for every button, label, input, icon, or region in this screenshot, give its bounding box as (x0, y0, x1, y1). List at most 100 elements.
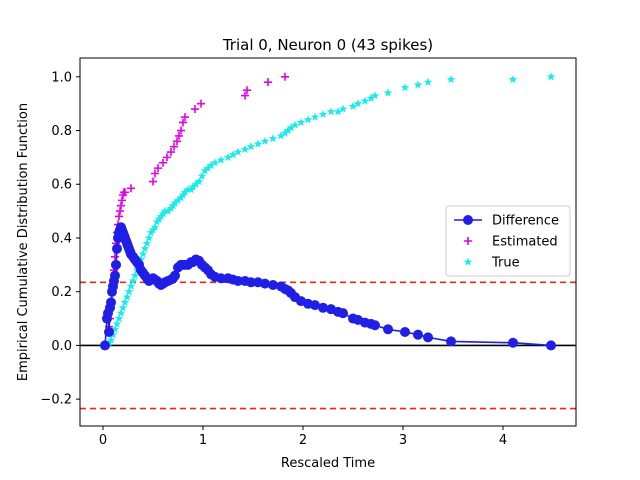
y-axis-title: Empirical Cumulative Distribution Functi… (16, 103, 31, 381)
series-true-point (200, 166, 210, 175)
legend-marker-difference (463, 215, 473, 225)
series-true-point (170, 198, 180, 207)
series-true-point (246, 142, 256, 151)
y-tick-label: 0.2 (51, 285, 72, 300)
series-difference-point (110, 270, 120, 281)
series-difference-point (413, 329, 423, 340)
series-estimated-point (173, 137, 181, 146)
series-true-point (180, 187, 190, 196)
y-tick-label: 0.6 (51, 178, 72, 193)
series-estimated-point (167, 148, 175, 157)
series-true-point (173, 195, 183, 205)
series-true-point (370, 91, 380, 100)
series-true-point (191, 179, 201, 188)
series-estimated-point (117, 201, 125, 210)
series-true-point (338, 104, 348, 113)
series-estimated-point (191, 105, 199, 114)
series-true-point (366, 93, 376, 102)
series-true-point (203, 163, 213, 172)
chart-title: Trial 0, Neuron 0 (43 spikes) (222, 36, 433, 54)
series-difference-point (383, 324, 393, 335)
series-difference-point (318, 302, 328, 313)
series-true-point (260, 136, 270, 145)
series-difference (100, 222, 556, 351)
legend-item-true: True (463, 256, 520, 271)
series-true-point (268, 134, 278, 143)
series-difference-point (233, 275, 243, 286)
series-estimated-point (118, 196, 126, 205)
series-difference-point (508, 337, 518, 348)
legend: Difference Estimated True (445, 205, 571, 277)
series-estimated-point (115, 212, 123, 221)
series-difference-point (338, 308, 348, 319)
y-tick-label: −0.2 (40, 393, 72, 408)
series-true-point (353, 99, 363, 108)
series-true-point (290, 120, 300, 129)
series-difference-point (310, 300, 320, 311)
series-true-point (508, 74, 518, 84)
y-tick-label: 0.4 (51, 231, 72, 246)
series-true-point (112, 319, 122, 328)
series-true-point (546, 72, 556, 81)
series-estimated-point (181, 113, 189, 122)
series-estimated-point (121, 188, 129, 197)
series-true-point (240, 144, 250, 153)
series-difference-point (260, 278, 270, 289)
series-true-point (116, 308, 126, 317)
series-difference-point (111, 259, 121, 270)
legend-label-true: True (491, 256, 520, 271)
series-estimated-point (159, 158, 167, 167)
series-true-point (197, 171, 207, 180)
series-difference-point (546, 340, 556, 351)
series-true-point (216, 155, 226, 164)
series-estimated-point (175, 131, 183, 140)
series-true-point (128, 276, 138, 285)
x-tick-label: 3 (399, 433, 407, 448)
series-true-point (348, 101, 358, 110)
series-true-point (310, 112, 320, 121)
axis-ticks: 0 1 2 3 4 −0.2 0.0 0.2 0.4 0.6 0.8 1.0 (40, 70, 507, 448)
series-true-point (126, 281, 136, 290)
series-true-point (280, 128, 290, 137)
legend-marker-true (463, 257, 473, 266)
series-difference-point (170, 270, 180, 281)
x-tick-label: 2 (299, 433, 307, 448)
series-estimated-point (177, 126, 185, 135)
series-true-point (106, 335, 116, 344)
x-axis-title: Rescaled Time (281, 456, 375, 471)
series-difference-point (400, 326, 410, 337)
series-true-point (163, 206, 173, 215)
series-true-point (296, 117, 306, 127)
x-tick-label: 0 (99, 433, 107, 448)
series-true-point (228, 150, 238, 159)
series-true-point (283, 126, 293, 135)
series-estimated-point (264, 78, 272, 87)
series-true-point (138, 249, 148, 258)
series-difference-point (100, 340, 110, 351)
series-true-point (140, 244, 150, 253)
series-true-point (110, 324, 120, 333)
series-estimated-point (163, 153, 171, 162)
series-true-point (206, 160, 216, 170)
series-difference-point (446, 336, 456, 347)
series-true-point (446, 74, 456, 84)
series-estimated-point (111, 252, 119, 261)
series-true-point (130, 271, 140, 280)
series-difference-point (268, 279, 278, 290)
series-true-point (150, 222, 160, 231)
series-difference-point (370, 320, 380, 331)
plot-content (80, 72, 576, 410)
series-true-point (233, 147, 243, 156)
series-difference-point (423, 332, 433, 343)
series-true-point (413, 80, 423, 89)
series-estimated-point (127, 184, 135, 193)
series-true (104, 72, 556, 347)
series-difference-point (216, 273, 226, 284)
series-true-point (120, 297, 130, 307)
legend-label-estimated: Estimated (492, 235, 558, 250)
y-tick-label: 1.0 (51, 70, 72, 85)
series-true-point (286, 123, 296, 132)
series-estimated-point (197, 99, 205, 108)
